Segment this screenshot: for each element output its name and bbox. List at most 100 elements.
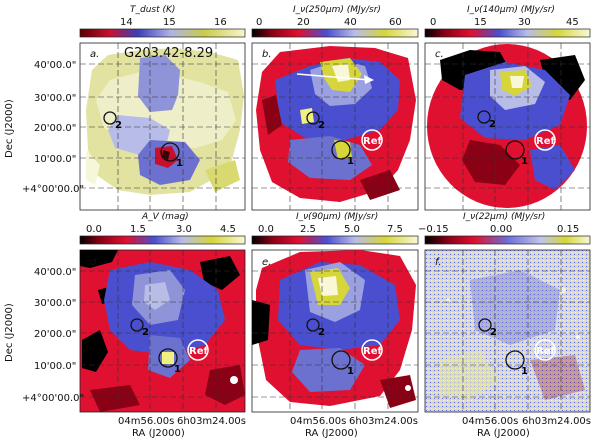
panel-c: I_ν(140μm) (MJy/sr) 0 15 30 45 — [424, 5, 591, 211]
y-tick: 10'00.0" — [34, 361, 76, 372]
panel-tag-f: f. — [435, 257, 442, 268]
source-circle-1-c — [505, 140, 525, 160]
colorbar-title-a: T_dust (K) — [130, 5, 175, 15]
colorbar-f — [424, 235, 591, 245]
colorbar-e — [251, 235, 419, 245]
colorbar-title-d: A_V (mag) — [141, 212, 189, 222]
ref-label: Ref — [189, 346, 208, 357]
y-axis-label-top: Dec (J2000) — [4, 99, 15, 158]
colorbar-d — [79, 235, 246, 245]
panel-tag-c: c. — [435, 49, 444, 60]
colorbar-ticks-f: −0.15 0.00 0.15 — [418, 224, 579, 235]
ref-label: Ref — [536, 136, 555, 147]
y-tick: 30'00.0" — [34, 298, 76, 309]
y-ticks-top: 40'00.0" 30'00.0" 20'00.0" 10'00.0" +4°0… — [22, 60, 84, 195]
panel-b: I_ν(250μm) (MJy/sr) 0 20 40 60 — [251, 5, 419, 211]
colorbar-tick: 3.0 — [176, 224, 192, 235]
source-circle-1-e — [331, 350, 351, 370]
map-a — [86, 48, 244, 195]
panel-a: T_dust (K) 14 15 16 a. G203.42-8.29 — [79, 5, 246, 211]
x-tick: 6h03m24.00s — [349, 416, 418, 427]
colorbar-tick: 40 — [344, 17, 357, 28]
y-tick: +4°00'00.0" — [22, 393, 84, 404]
colorbar-tick: 20 — [297, 17, 310, 28]
colorbar-title-c: I_ν(140μm) (MJy/sr) — [467, 5, 555, 15]
source-label-2: 2 — [318, 120, 325, 131]
colorbar-tick: 0.0 — [258, 224, 274, 235]
x-tick: 6h03m24.00s — [177, 416, 246, 427]
colorbar-tick: 0.0 — [86, 224, 102, 235]
source-circle-1-d — [158, 348, 178, 368]
x-axis-label: RA (J2000) — [477, 428, 530, 438]
map-d — [80, 250, 245, 412]
y-axis-label-bottom: Dec (J2000) — [4, 303, 15, 362]
source-label-2: 2 — [142, 327, 149, 338]
source-label-1: 1 — [347, 156, 354, 167]
source-circle-2-f — [478, 318, 492, 332]
ref-circle-b — [361, 129, 383, 151]
ref-circle-c — [534, 129, 556, 151]
source-label-2: 2 — [490, 327, 497, 338]
ref-circle-d — [187, 339, 209, 361]
colorbar-tick: 4.5 — [220, 224, 236, 235]
y-tick: 10'00.0" — [34, 154, 76, 165]
source-circle-2-a — [103, 111, 117, 125]
map-b — [256, 46, 416, 202]
colorbar-tick: 2.5 — [300, 224, 316, 235]
colorbar-ticks-c: 0 15 30 45 — [430, 17, 579, 28]
colorbar-tick: 0 — [430, 17, 436, 28]
x-tick: 04m56.00s — [118, 416, 174, 427]
colorbar-tick: 0 — [256, 17, 262, 28]
colorbar-title-e: I_ν(90μm) (MJy/sr) — [296, 212, 378, 222]
ref-circle-f — [534, 339, 556, 361]
source-circle-2-d — [130, 318, 144, 332]
source-label-2: 2 — [318, 327, 325, 338]
ref-label: Ref — [363, 136, 382, 147]
colorbar-tick: 14 — [120, 17, 133, 28]
x-tick: 6h03m24.00s — [522, 416, 591, 427]
panel-d: A_V (mag) 0.0 1.5 3.0 4.5 — [79, 212, 246, 413]
source-circle-2-b — [306, 111, 320, 125]
colorbar-tick: 15 — [474, 17, 487, 28]
colorbar-tick: 0.00 — [490, 224, 512, 235]
ref-label: Ref — [536, 346, 555, 357]
x-tick: 04m56.00s — [290, 416, 346, 427]
colorbar-ticks-b: 0 20 40 60 — [256, 17, 402, 28]
colorbar-a — [79, 28, 246, 38]
panel-f: I_ν(22μm) (MJy/sr) −0.15 0.00 0.15 f. 2 … — [418, 212, 591, 413]
panel-tag-a: a. — [90, 49, 99, 60]
colorbar-b — [251, 28, 419, 38]
colorbar-c — [424, 28, 591, 38]
colorbar-tick: −0.15 — [418, 224, 449, 235]
panel-tag-d: d. — [90, 257, 100, 268]
source-label-1: 1 — [521, 156, 528, 167]
y-tick: 20'00.0" — [34, 329, 76, 340]
object-name: G203.42-8.29 — [124, 46, 213, 61]
direction-arrow — [296, 73, 374, 84]
grid-c — [425, 43, 590, 210]
source-circle-1-b — [331, 140, 351, 160]
source-circle-2-e — [306, 318, 320, 332]
colorbar-tick: 30 — [518, 17, 531, 28]
ref-label: Ref — [363, 346, 382, 357]
colorbar-tick: 15 — [163, 17, 176, 28]
colorbar-title-f: I_ν(22μm) (MJy/sr) — [463, 212, 545, 222]
grid-a — [80, 43, 245, 210]
colorbar-title-b: I_ν(250μm) (MJy/sr) — [293, 5, 381, 15]
map-e — [252, 250, 416, 408]
colorbar-tick: 45 — [566, 17, 579, 28]
x-axis-labels: RA (J2000) RA (J2000) RA (J2000) — [132, 428, 530, 438]
colorbar-ticks-d: 0.0 1.5 3.0 4.5 — [86, 224, 236, 235]
y-tick: 40'00.0" — [34, 267, 76, 278]
x-axis-label: RA (J2000) — [132, 428, 185, 438]
grid-e — [252, 250, 418, 412]
colorbar-tick: 1.5 — [130, 224, 146, 235]
source-label-2: 2 — [489, 119, 496, 130]
y-tick: 30'00.0" — [34, 93, 76, 104]
grid-b — [252, 43, 418, 210]
colorbar-ticks-e: 0.0 2.5 5.0 7.5 — [258, 224, 403, 235]
colorbar-tick: 5.0 — [344, 224, 360, 235]
source-circle-2-c — [477, 110, 491, 124]
y-ticks-bottom: 40'00.0" 30'00.0" 20'00.0" 10'00.0" +4°0… — [22, 267, 84, 404]
y-tick: 40'00.0" — [34, 60, 76, 71]
